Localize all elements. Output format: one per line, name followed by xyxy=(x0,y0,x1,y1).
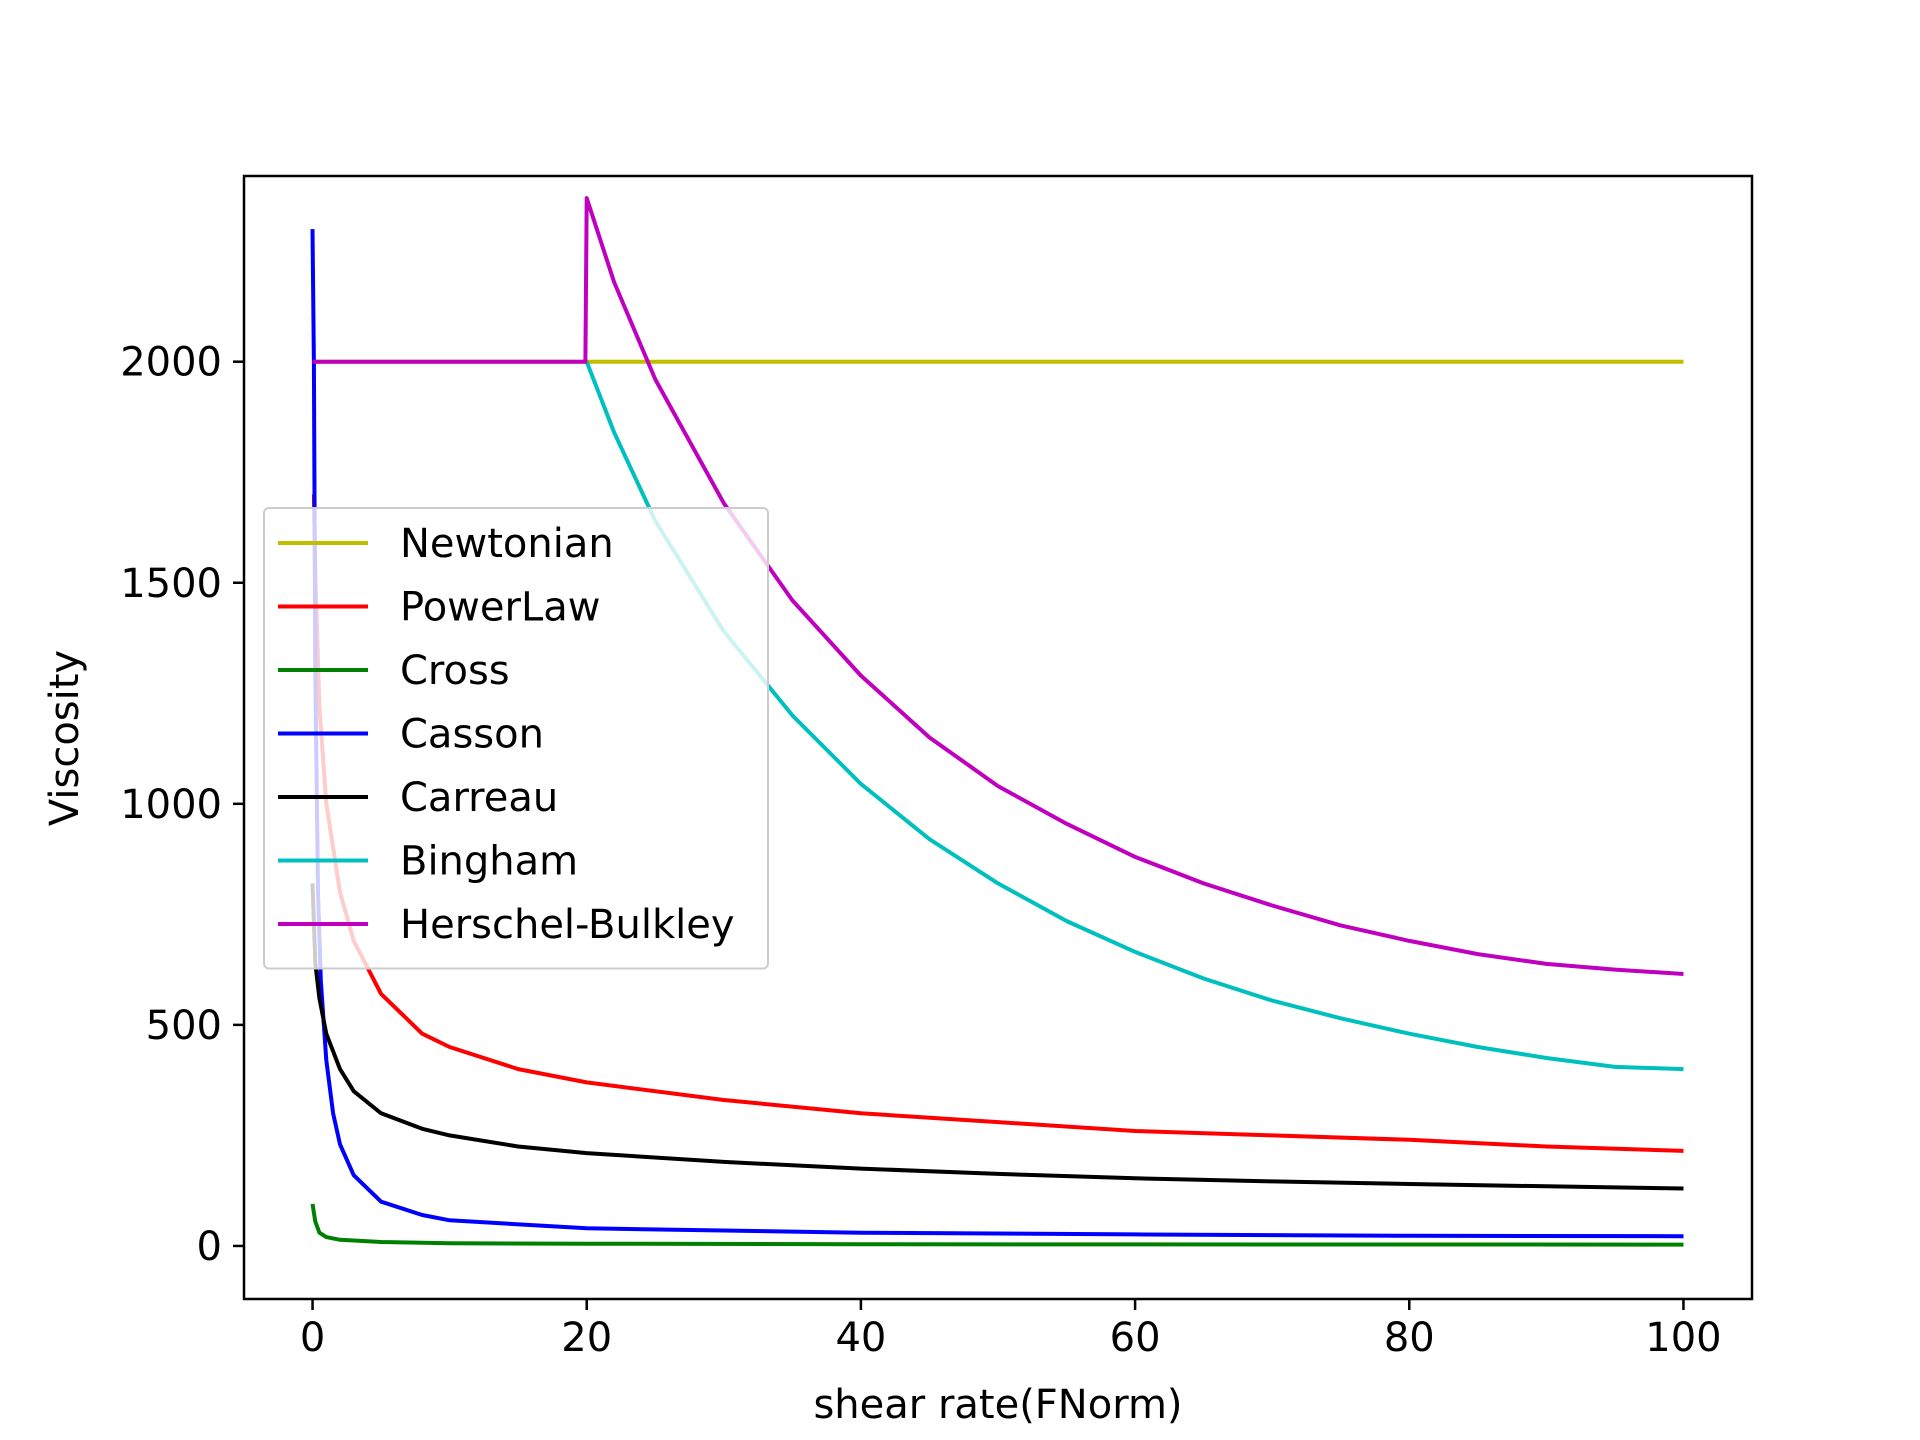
legend-label-bingham: Bingham xyxy=(400,839,578,885)
x-axis-label: shear rate(FNorm) xyxy=(813,1382,1182,1428)
x-tick-label: 20 xyxy=(561,1315,612,1361)
series-line-carreau xyxy=(310,883,1684,1191)
y-tick-label: 1500 xyxy=(120,561,222,607)
series-line-herschel-bulkley xyxy=(312,196,1684,976)
y-tick-label: 2000 xyxy=(120,340,222,386)
y-tick-label: 0 xyxy=(197,1224,222,1270)
legend: Newtonian PowerLaw Cross Casson Carreau Bingh… xyxy=(263,507,769,970)
legend-label-powerlaw: PowerLaw xyxy=(400,585,600,631)
legend-label-herschel-bulkley: Herschel-Bulkley xyxy=(400,902,735,948)
x-axis: 0 20 40 60 80 100 xyxy=(300,1299,1722,1361)
y-axis: 0 500 1000 1500 2000 xyxy=(120,340,244,1270)
series-line-cross xyxy=(310,1203,1684,1247)
legend-label-casson: Casson xyxy=(400,712,544,758)
x-tick-label: 40 xyxy=(835,1315,886,1361)
legend-label-cross: Cross xyxy=(400,648,510,694)
legend-label-newtonian: Newtonian xyxy=(400,521,614,567)
x-tick-label: 100 xyxy=(1645,1315,1721,1361)
plot-frame xyxy=(242,174,1754,1301)
x-tick-label: 60 xyxy=(1110,1315,1161,1361)
x-tick-label: 80 xyxy=(1384,1315,1435,1361)
legend-box xyxy=(263,507,769,970)
x-tick-label: 0 xyxy=(300,1315,325,1361)
y-tick-label: 1000 xyxy=(120,782,222,828)
y-axis-label: Viscosity xyxy=(42,650,88,826)
legend-label-carreau: Carreau xyxy=(400,775,558,821)
y-tick-label: 500 xyxy=(146,1003,222,1049)
